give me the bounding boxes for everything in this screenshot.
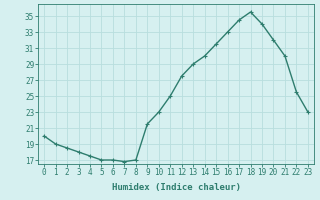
X-axis label: Humidex (Indice chaleur): Humidex (Indice chaleur) bbox=[111, 183, 241, 192]
